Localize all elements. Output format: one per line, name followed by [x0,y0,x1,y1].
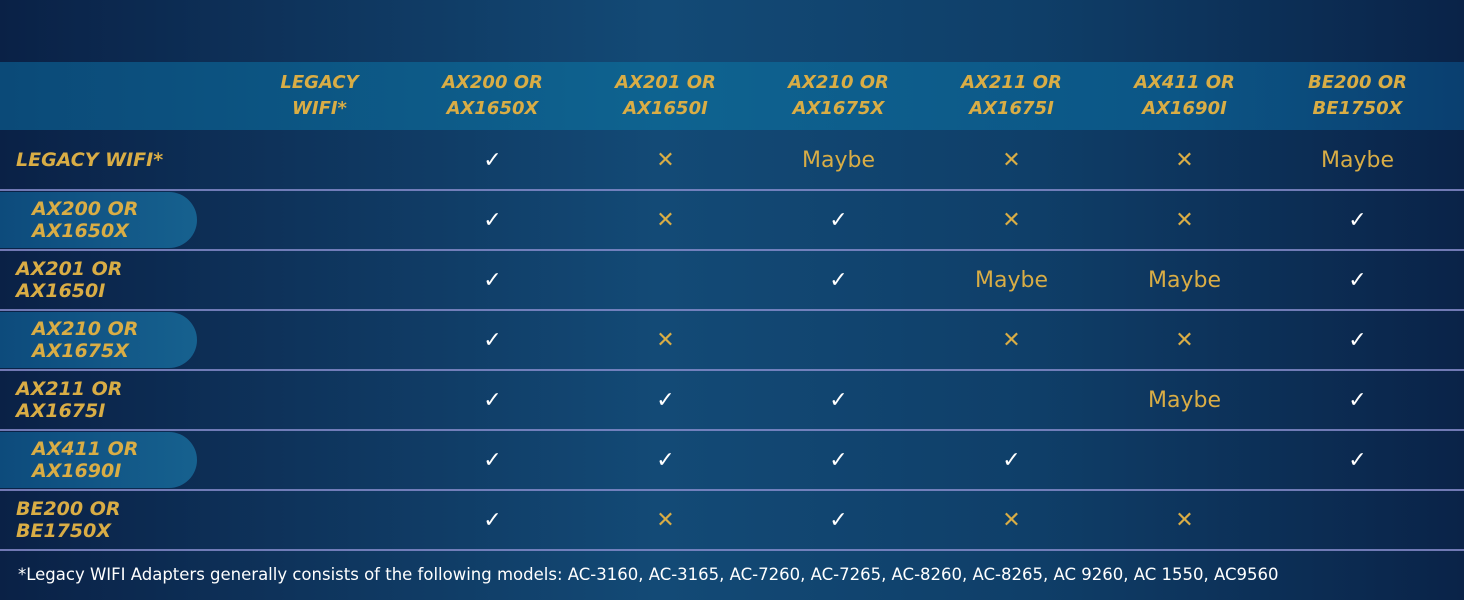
footnote: *Legacy WIFI Adapters generally consists… [18,565,1279,584]
cell-value: ✓ [483,207,502,233]
column-header: AX210 OR AX1675X [788,72,889,119]
cell-value: ✓ [483,147,502,173]
cell-value: ✓ [483,327,502,353]
cell-value: ✕ [1175,207,1194,233]
cell-value: ✓ [829,387,848,413]
row-highlight [0,312,197,368]
cell-value: ✓ [656,447,675,473]
row-header: AX211 OR AX1675I [16,378,123,422]
cell-value: ✓ [829,267,848,293]
column-header: AX201 OR AX1650I [615,72,716,119]
cell-value: ✓ [656,387,675,413]
cell-value: ✓ [1348,327,1367,353]
cell-value: ✕ [1002,507,1021,533]
cell-value: ✓ [483,447,502,473]
row-separator [0,309,1464,311]
cell-value: ✕ [1175,507,1194,533]
cell-value: ✕ [1175,327,1194,353]
cell-value: Maybe [1148,267,1221,293]
row-separator [0,249,1464,251]
cell-value: ✓ [483,507,502,533]
cell-value: ✕ [1002,207,1021,233]
cell-value: ✓ [1002,447,1021,473]
cell-value: ✓ [829,447,848,473]
row-separator [0,189,1464,191]
cell-value: Maybe [802,147,875,173]
cell-value: ✕ [656,207,675,233]
cell-value: ✓ [483,267,502,293]
row-header: LEGACY WIFI* [16,149,164,171]
cell-value: ✕ [1175,147,1194,173]
row-separator [0,549,1464,551]
column-header: AX411 OR AX1690I [1134,72,1235,119]
row-header: AX200 OR AX1650X [32,198,139,242]
column-header: AX211 OR AX1675I [961,72,1062,119]
cell-value: ✓ [1348,447,1367,473]
cell-value: ✓ [829,507,848,533]
row-header: AX201 OR AX1650I [16,258,123,302]
row-header: BE200 OR BE1750X [16,498,121,542]
column-header: BE200 OR BE1750X [1307,72,1408,119]
row-highlight [0,432,197,488]
cell-value: ✕ [656,147,675,173]
column-header: LEGACY WIFI* [280,72,359,119]
row-highlight [0,192,197,248]
column-header: AX200 OR AX1650X [442,72,543,119]
row-header: AX210 OR AX1675X [32,318,139,362]
header-band [0,62,1464,130]
cell-value: Maybe [1148,387,1221,413]
cell-value: ✕ [656,327,675,353]
cell-value: ✓ [1348,207,1367,233]
cell-value: ✕ [1002,327,1021,353]
cell-value: Maybe [975,267,1048,293]
cell-value: ✓ [483,387,502,413]
row-separator [0,369,1464,371]
cell-value: Maybe [1321,147,1394,173]
cell-value: ✕ [1002,147,1021,173]
cell-value: ✓ [829,207,848,233]
row-separator [0,489,1464,491]
row-separator [0,429,1464,431]
row-header: AX411 OR AX1690I [32,438,139,482]
cell-value: ✓ [1348,267,1367,293]
cell-value: ✕ [656,507,675,533]
cell-value: ✓ [1348,387,1367,413]
